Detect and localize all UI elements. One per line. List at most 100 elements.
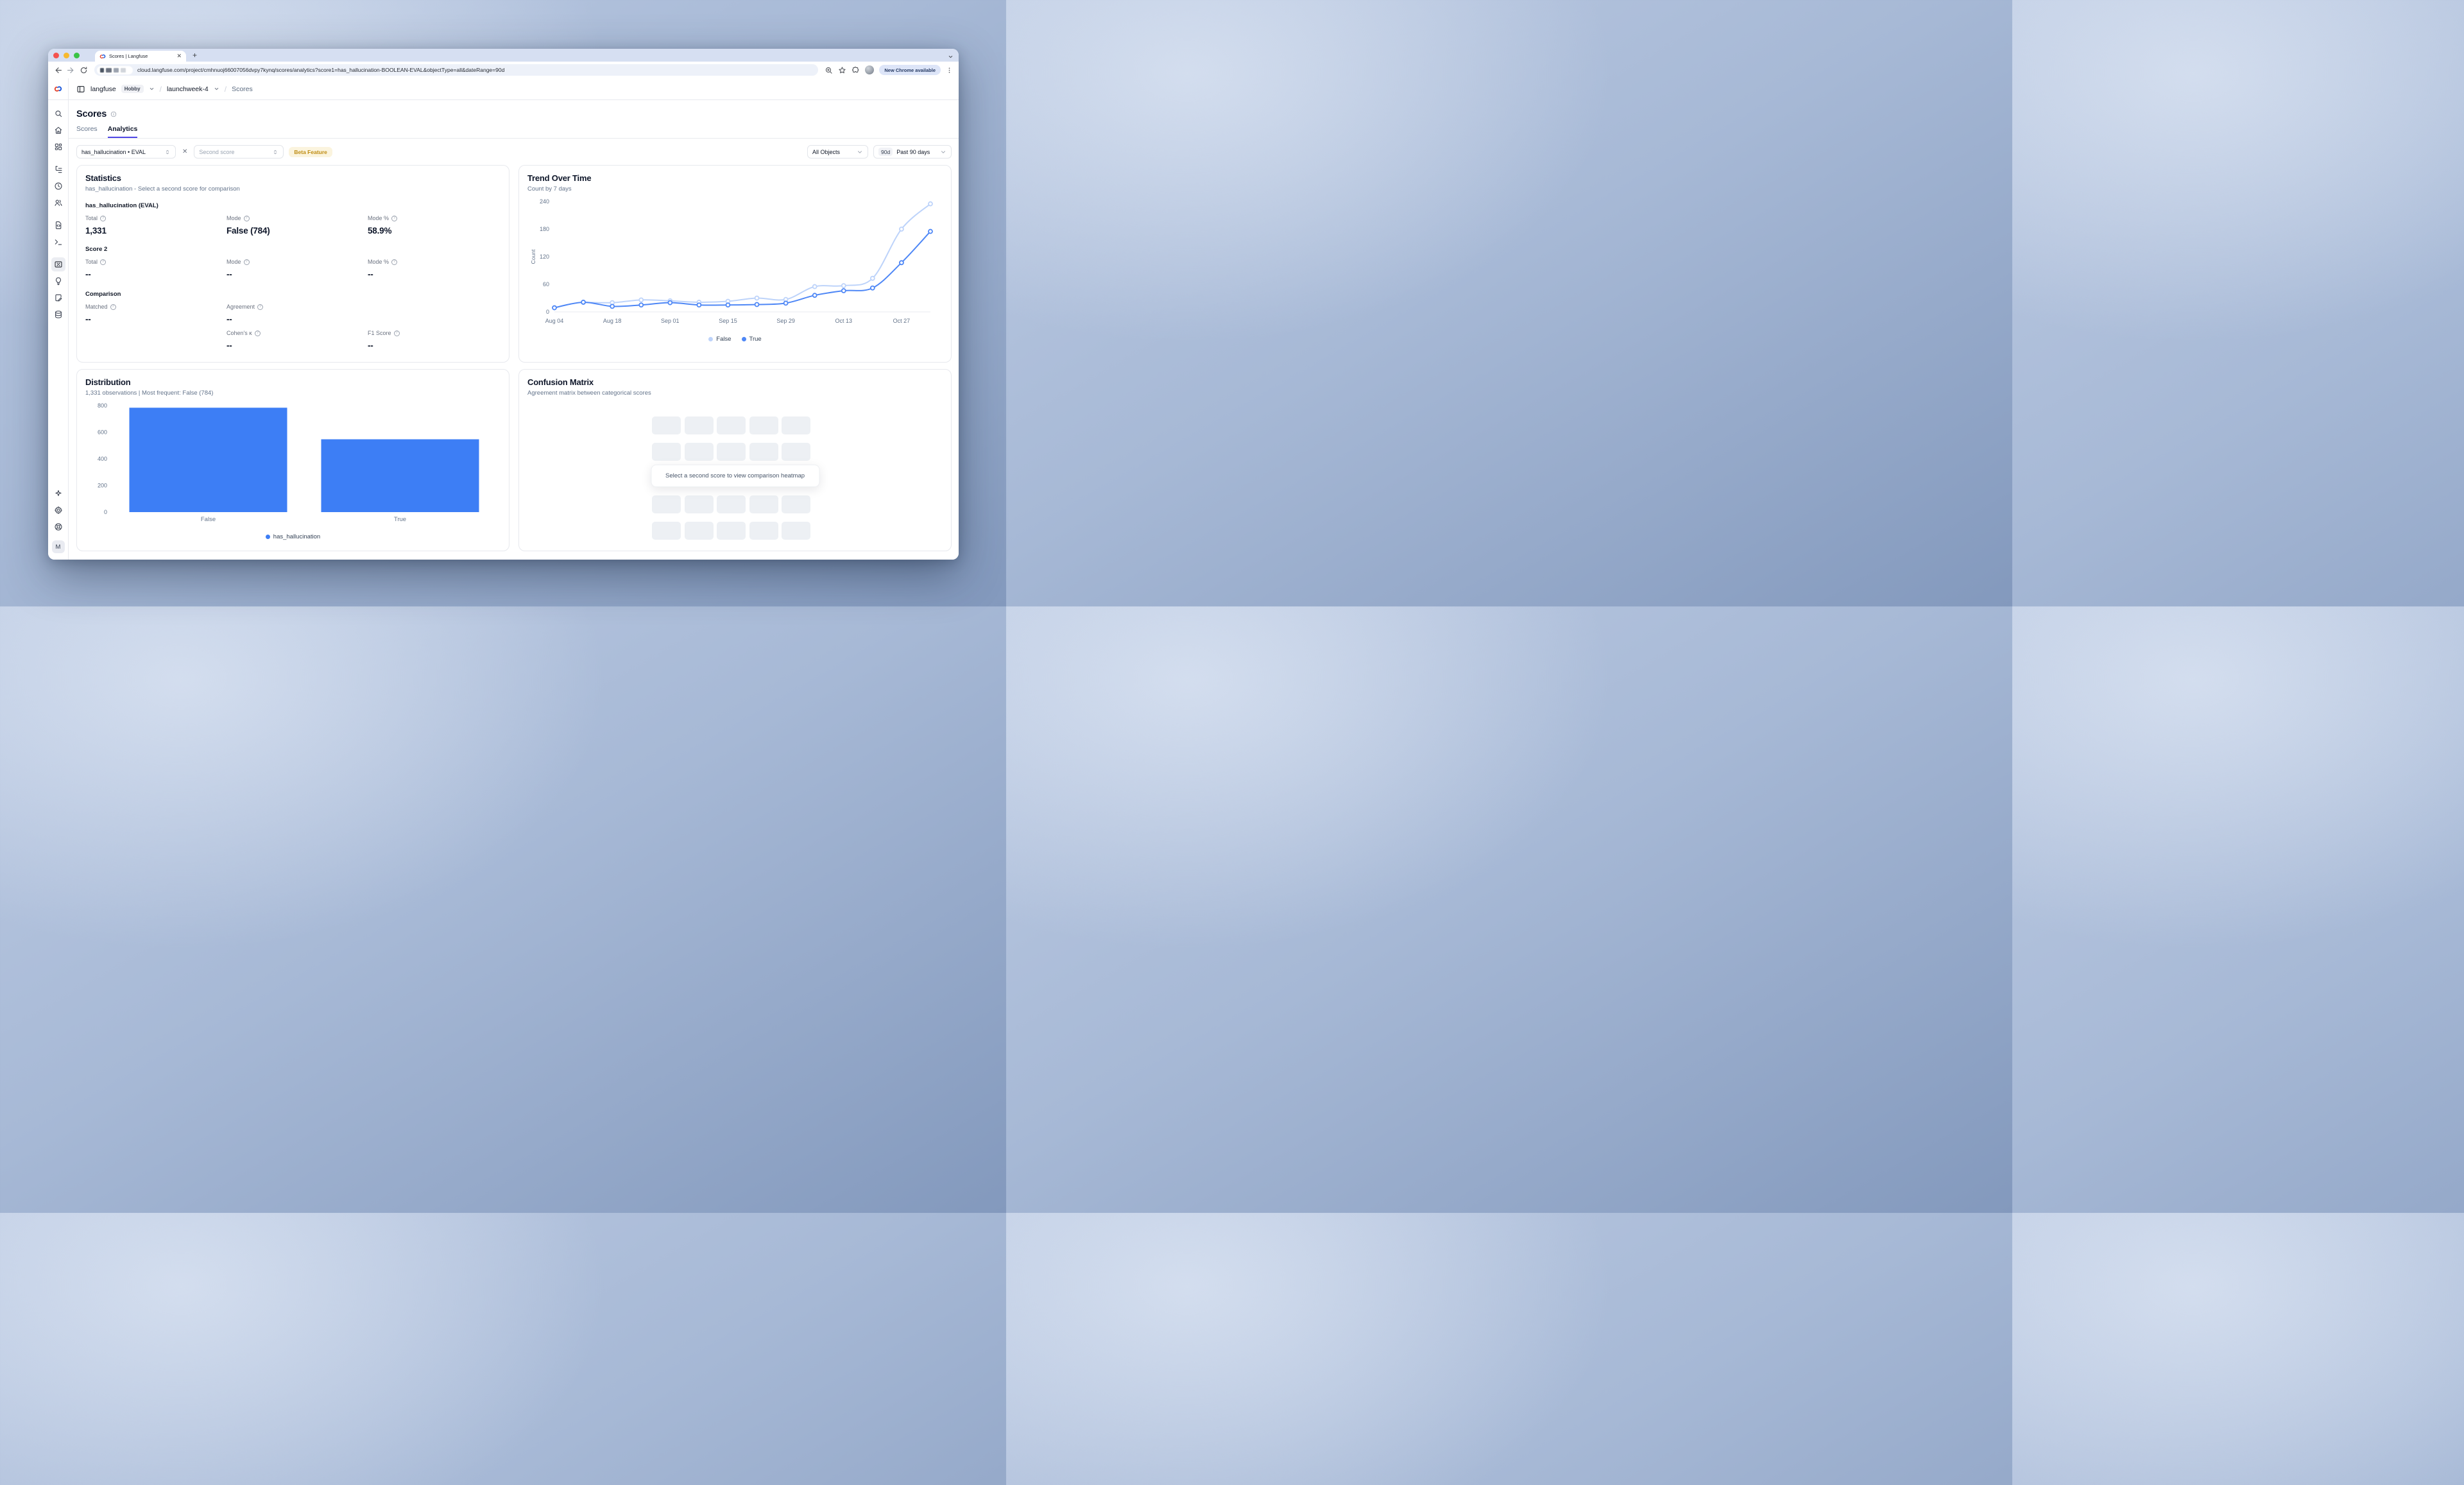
sidebar-toggle-icon[interactable] bbox=[76, 85, 85, 94]
browser-tab[interactable]: Scores | Langfuse ✕ bbox=[95, 51, 186, 62]
stat-label: Matched? bbox=[85, 304, 227, 310]
help-icon[interactable]: ? bbox=[100, 259, 107, 265]
users-icon bbox=[55, 200, 62, 206]
info-icon[interactable] bbox=[110, 111, 117, 117]
sidebar-item-scores[interactable] bbox=[51, 257, 65, 271]
heatmap-placeholder-cell bbox=[652, 522, 681, 540]
help-icon[interactable]: ? bbox=[391, 259, 398, 265]
org-chevron-down-icon[interactable] bbox=[149, 86, 155, 92]
help-icon[interactable]: ? bbox=[110, 304, 116, 310]
bookmark-star-icon[interactable] bbox=[838, 66, 846, 74]
date-range-select[interactable]: 90d Past 90 days bbox=[873, 145, 952, 159]
help-icon[interactable]: ? bbox=[257, 304, 264, 310]
heatmap-placeholder-cell bbox=[782, 495, 810, 513]
extensions-puzzle-icon[interactable] bbox=[851, 66, 860, 74]
help-icon[interactable]: ? bbox=[243, 259, 250, 265]
forward-icon[interactable] bbox=[67, 66, 75, 74]
project-chevron-down-icon[interactable] bbox=[214, 86, 219, 92]
heatmap-placeholder-cell bbox=[684, 522, 714, 540]
trend-card: Trend Over Time Count by 7 days 0 60 120 18… bbox=[518, 165, 952, 363]
tab-scores[interactable]: Scores bbox=[76, 125, 98, 133]
svg-text:Count: Count bbox=[530, 249, 536, 264]
stat-section-heading: Comparison bbox=[85, 291, 121, 298]
heatmap-placeholder-cell bbox=[684, 443, 714, 461]
sidebar-item-support[interactable] bbox=[51, 520, 65, 534]
sidebar-item-sessions[interactable] bbox=[51, 179, 65, 193]
object-type-select[interactable]: All Objects bbox=[807, 145, 868, 159]
close-window-button[interactable] bbox=[53, 52, 59, 58]
svg-text:600: 600 bbox=[98, 429, 107, 436]
svg-text:180: 180 bbox=[540, 226, 549, 232]
score1-select[interactable]: has_hallucination • EVAL bbox=[76, 145, 176, 159]
minimize-window-button[interactable] bbox=[64, 52, 69, 58]
profile-avatar[interactable] bbox=[865, 65, 875, 74]
second-score-select[interactable]: Second score bbox=[194, 145, 284, 159]
sidebar-item-dashboards[interactable] bbox=[51, 140, 65, 154]
site-info-chip[interactable] bbox=[97, 65, 133, 74]
filter-row: has_hallucination • EVAL ✕ Second score … bbox=[69, 139, 959, 164]
menu-dots-icon[interactable] bbox=[946, 66, 953, 74]
sidebar-item-datasets[interactable] bbox=[51, 307, 65, 322]
svg-text:Sep 01: Sep 01 bbox=[661, 318, 680, 324]
search-icon bbox=[55, 110, 62, 117]
sidebar-item-sparkles[interactable] bbox=[51, 486, 65, 501]
second-score-placeholder: Second score bbox=[199, 148, 235, 155]
tab-close-icon[interactable]: ✕ bbox=[176, 53, 182, 59]
zoom-icon[interactable] bbox=[825, 66, 833, 74]
heatmap-placeholder-cell bbox=[652, 443, 681, 461]
sidebar-item-evaluation[interactable] bbox=[51, 274, 65, 288]
heatmap-placeholder-cell bbox=[684, 495, 714, 513]
distribution-card: Distribution 1,331 observations | Most f… bbox=[76, 369, 509, 551]
distribution-legend: has_hallucination bbox=[85, 533, 501, 540]
stat-label: Cohen's κ? bbox=[227, 330, 368, 336]
svg-text:200: 200 bbox=[98, 483, 107, 489]
chevrons-up-down-icon bbox=[166, 150, 169, 154]
annotation-icon bbox=[55, 294, 62, 302]
tab-analytics[interactable]: Analytics bbox=[107, 125, 138, 138]
user-avatar[interactable]: M bbox=[51, 540, 65, 553]
playground-icon bbox=[55, 239, 62, 245]
svg-text:800: 800 bbox=[98, 402, 107, 409]
sidebar-item-home[interactable] bbox=[51, 123, 65, 137]
tracing-icon bbox=[55, 166, 62, 173]
langfuse-favicon bbox=[99, 54, 106, 58]
legend-dot-icon bbox=[708, 337, 714, 341]
url-bar[interactable]: cloud.langfuse.com/project/cmhnuoj660070… bbox=[94, 64, 819, 76]
legend-item: True bbox=[741, 336, 762, 343]
help-icon[interactable]: ? bbox=[243, 215, 250, 221]
tab-search-chevron-icon[interactable] bbox=[948, 51, 954, 63]
breadcrumb-project[interactable]: launchweek-4 bbox=[166, 85, 209, 93]
stat-value: -- bbox=[227, 270, 232, 279]
reload-icon[interactable] bbox=[80, 66, 88, 74]
legend-dot-icon bbox=[265, 535, 270, 539]
chrome-update-button[interactable]: New Chrome available bbox=[879, 65, 941, 75]
sidebar-item-playground[interactable] bbox=[51, 235, 65, 249]
sidebar-item-search[interactable] bbox=[51, 107, 65, 121]
maximize-window-button[interactable] bbox=[74, 52, 80, 58]
svg-text:True: True bbox=[394, 516, 406, 523]
heatmap-placeholder-cell bbox=[717, 443, 746, 461]
object-type-value: All Objects bbox=[812, 148, 841, 155]
svg-text:240: 240 bbox=[540, 198, 549, 205]
stat-label: F1 Score? bbox=[368, 330, 501, 336]
breadcrumb-org[interactable]: langfuse bbox=[90, 85, 116, 93]
heatmap-placeholder-cell bbox=[749, 443, 778, 461]
dashboards-icon bbox=[55, 143, 62, 150]
help-icon[interactable]: ? bbox=[391, 215, 398, 221]
new-tab-button[interactable]: + bbox=[193, 51, 198, 60]
stat-metric: F1 Score? -- bbox=[368, 330, 501, 350]
clear-score1-icon[interactable]: ✕ bbox=[182, 148, 188, 155]
back-icon[interactable] bbox=[54, 66, 62, 74]
help-icon[interactable]: ? bbox=[393, 330, 400, 336]
help-icon[interactable]: ? bbox=[100, 215, 107, 221]
sidebar-item-settings[interactable] bbox=[51, 503, 65, 517]
help-icon[interactable]: ? bbox=[254, 330, 261, 336]
sidebar-item-tracing[interactable] bbox=[51, 162, 65, 176]
heatmap-placeholder-cell bbox=[782, 443, 810, 461]
heatmap-placeholder-cell bbox=[684, 416, 714, 434]
sidebar-item-prompts[interactable] bbox=[51, 218, 65, 232]
sidebar-item-annotation[interactable] bbox=[51, 291, 65, 305]
sidebar-item-users[interactable] bbox=[51, 196, 65, 210]
stat-metric: Total? -- bbox=[85, 259, 227, 279]
stat-value: -- bbox=[368, 270, 373, 279]
